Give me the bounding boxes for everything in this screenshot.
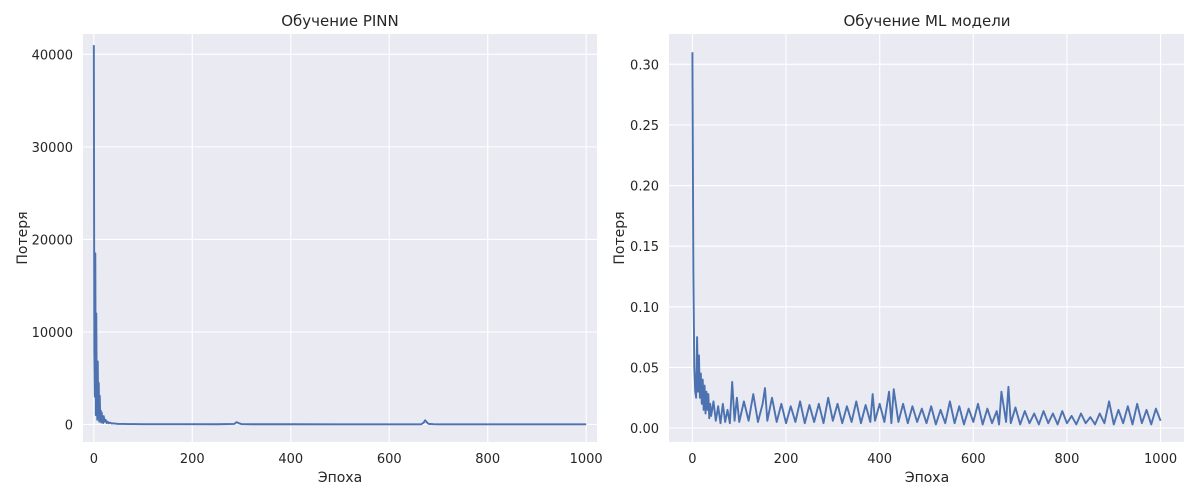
plot-area-pinn: [83, 34, 597, 442]
x-axis-label-pinn: Эпоха: [318, 470, 362, 486]
x-tick-label-pinn: 0: [90, 452, 98, 467]
x-tick-label-ml: 0: [688, 452, 696, 467]
x-tick-label-pinn: 800: [475, 452, 500, 467]
ticks-ml: 0 200 400 600 800 1000 0.00 0.05 0.10 0.15 0.20 0.2…: [630, 58, 1177, 467]
y-tick-label-ml: 0.00: [630, 422, 659, 437]
y-tick-label-ml: 0.10: [630, 301, 659, 316]
chart-title-pinn: Обучение PINN: [281, 12, 399, 30]
y-tick-label-pinn: 40000: [32, 48, 73, 63]
x-tick-label-ml: 200: [774, 452, 799, 467]
loss-line-ml: [691, 52, 1162, 426]
y-axis-label-pinn: Потеря: [15, 211, 31, 264]
y-tick-label-ml: 0.25: [630, 119, 659, 134]
x-tick-label-ml: 1000: [1144, 452, 1177, 467]
x-tick-label-ml: 600: [961, 452, 986, 467]
x-tick-label-pinn: 200: [180, 452, 205, 467]
y-tick-label-ml: 0.20: [630, 180, 659, 195]
x-tick-label-ml: 800: [1055, 452, 1080, 467]
y-axis-label-ml: Потеря: [612, 211, 628, 264]
y-tick-label-ml: 0.30: [630, 58, 659, 73]
x-tick-label-pinn: 600: [377, 452, 402, 467]
x-tick-label-pinn: 1000: [570, 452, 603, 467]
y-tick-label-pinn: 20000: [32, 233, 73, 248]
y-tick-label-ml: 0.05: [630, 361, 659, 376]
y-tick-label-pinn: 10000: [32, 326, 73, 341]
x-tick-label-ml: 400: [867, 452, 892, 467]
y-tick-label-pinn: 0: [65, 418, 73, 433]
plot-area-ml: [669, 34, 1184, 442]
chart-title-ml: Обучение ML модели: [843, 12, 1010, 30]
loss-line-pinn: [92, 45, 587, 426]
x-tick-label-pinn: 400: [278, 452, 303, 467]
x-axis-label-ml: Эпоха: [905, 470, 949, 486]
y-tick-label-pinn: 30000: [32, 141, 73, 156]
y-tick-label-ml: 0.15: [630, 240, 659, 255]
grid-ml: [669, 34, 1184, 442]
chart-ml: 0 200 400 600 800 1000 0.00 0.05 0.10 0.15 0.20 0.2…: [612, 12, 1184, 486]
